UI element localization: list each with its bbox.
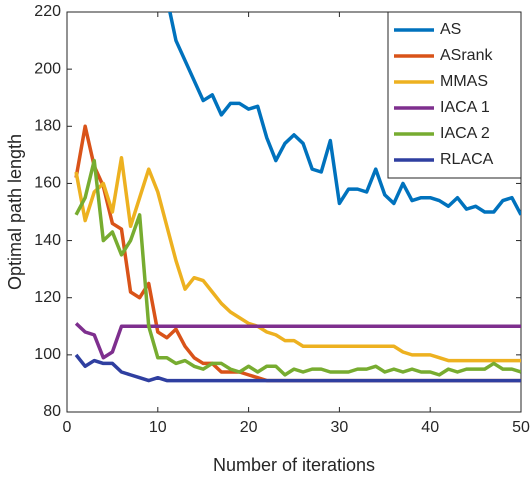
- legend-label: MMAS: [440, 73, 488, 90]
- legend-label: AS: [440, 21, 461, 38]
- legend-label: ASrank: [440, 47, 493, 64]
- y-tick-label: 180: [34, 118, 61, 135]
- y-tick-label: 200: [34, 60, 61, 77]
- x-tick-label: 50: [512, 419, 530, 436]
- legend-label: IACA 2: [440, 125, 490, 142]
- series-line: [74, 158, 521, 377]
- series-line: [168, 12, 521, 216]
- y-tick-label: 220: [34, 3, 61, 20]
- series-line: [74, 353, 521, 383]
- lines: [74, 12, 521, 383]
- series-line: [74, 155, 521, 363]
- x-tick-label: 40: [421, 419, 439, 436]
- x-axis-label: Number of iterations: [213, 455, 375, 475]
- x-tick-label: 20: [240, 419, 258, 436]
- x-tick-label: 0: [63, 419, 72, 436]
- y-tick-label: 120: [34, 289, 61, 306]
- legend-box: [387, 11, 522, 179]
- x-tick-label: 30: [331, 419, 349, 436]
- legend-label: RLACA: [440, 151, 494, 168]
- y-tick-label: 80: [43, 403, 61, 420]
- y-tick-label: 140: [34, 232, 61, 249]
- x-tick-label: 10: [149, 419, 167, 436]
- y-axis-label: Optimal path length: [5, 134, 25, 290]
- y-tick-label: 100: [34, 346, 61, 363]
- legend-label: IACA 1: [440, 99, 490, 116]
- y-tick-label: 160: [34, 175, 61, 192]
